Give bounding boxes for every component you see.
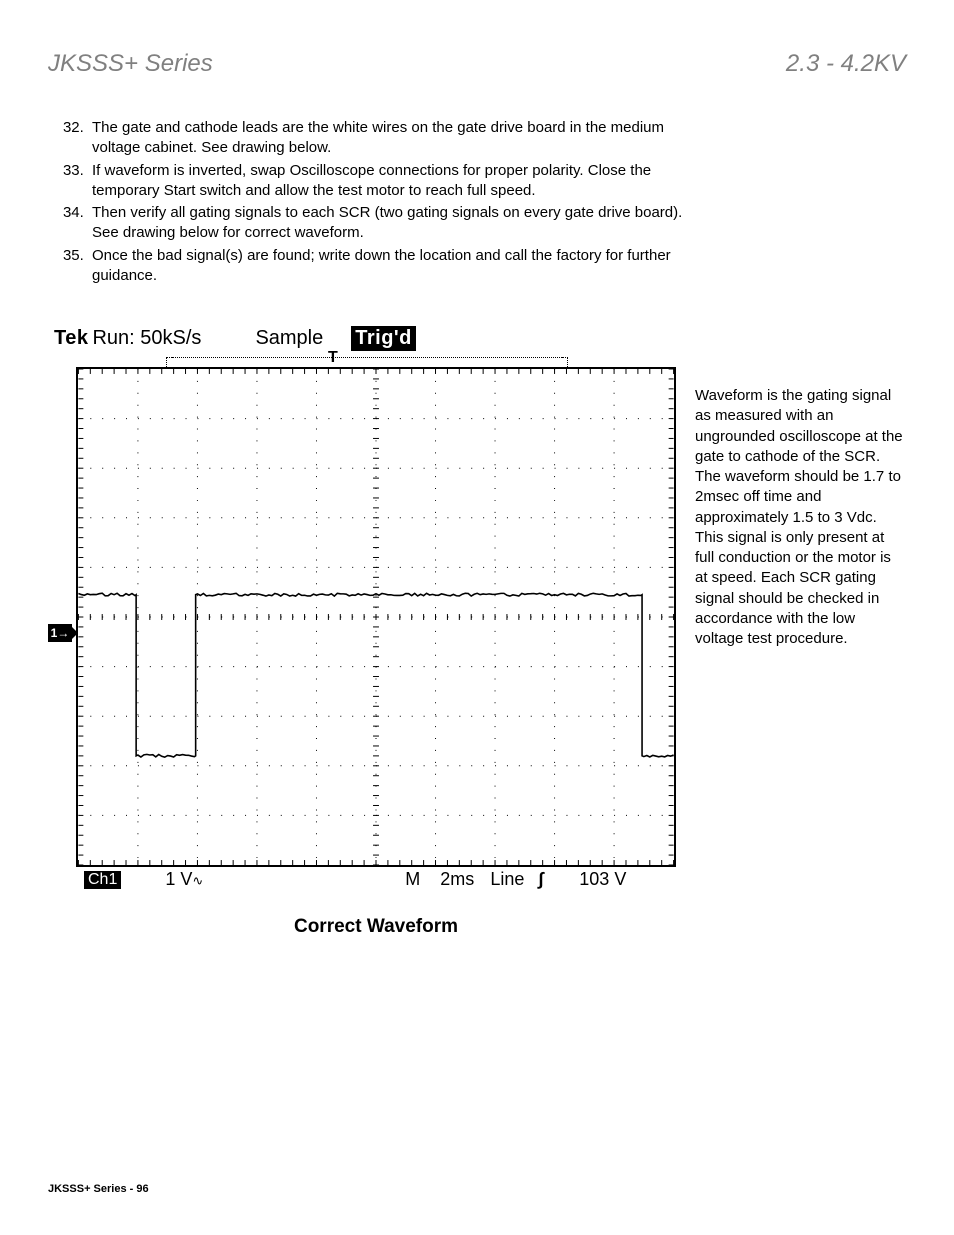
line-label: Line <box>490 869 524 890</box>
instruction-item: The gate and cathode leads are the white… <box>88 118 700 159</box>
header-right: 2.3 - 4.2KV <box>786 50 906 78</box>
scope-header: Tek Run: 50kS/s Sample Trig'd <box>48 326 673 351</box>
header-left: JKSSS+ Series <box>48 50 213 78</box>
trigd-label: Trig'd <box>351 326 416 351</box>
channel-marker: 1→ <box>48 624 72 642</box>
volts-label: 103 V <box>579 869 626 890</box>
slope-icon: ∫ <box>538 869 543 890</box>
instruction-list: The gate and cathode leads are the white… <box>60 118 700 286</box>
page-footer: JKSSS+ Series - 96 <box>48 1183 149 1195</box>
ch1-label: Ch1 <box>84 871 121 889</box>
instruction-item: Then verify all gating signals to each S… <box>88 203 700 244</box>
figure-area: Tek Run: 50kS/s Sample Trig'd T 1→ Ch1 1… <box>48 326 906 938</box>
tek-label: Tek <box>54 327 88 350</box>
figure-caption: Correct Waveform <box>76 916 676 938</box>
tdiv-label: 2ms <box>440 869 474 890</box>
side-description: Waveform is the gating signal as measure… <box>695 386 905 649</box>
page-header: JKSSS+ Series 2.3 - 4.2KV <box>48 50 906 78</box>
instruction-item: If waveform is inverted, swap Oscillosco… <box>88 161 700 202</box>
scope-screen: 1→ <box>76 367 676 867</box>
instruction-item: Once the bad signal(s) are found; write … <box>88 246 700 287</box>
scope-bracket: T <box>78 353 568 367</box>
vdiv-label: 1 V∿ <box>165 869 203 890</box>
scope-footer: Ch1 1 V∿ M 2ms Line ∫ 103 V <box>84 869 673 890</box>
scope-grid-svg <box>78 369 674 865</box>
oscilloscope-figure: Tek Run: 50kS/s Sample Trig'd T 1→ Ch1 1… <box>48 326 673 938</box>
m-label: M <box>405 869 420 890</box>
run-label: Run: 50kS/s <box>92 327 201 350</box>
sample-label: Sample <box>255 327 323 350</box>
